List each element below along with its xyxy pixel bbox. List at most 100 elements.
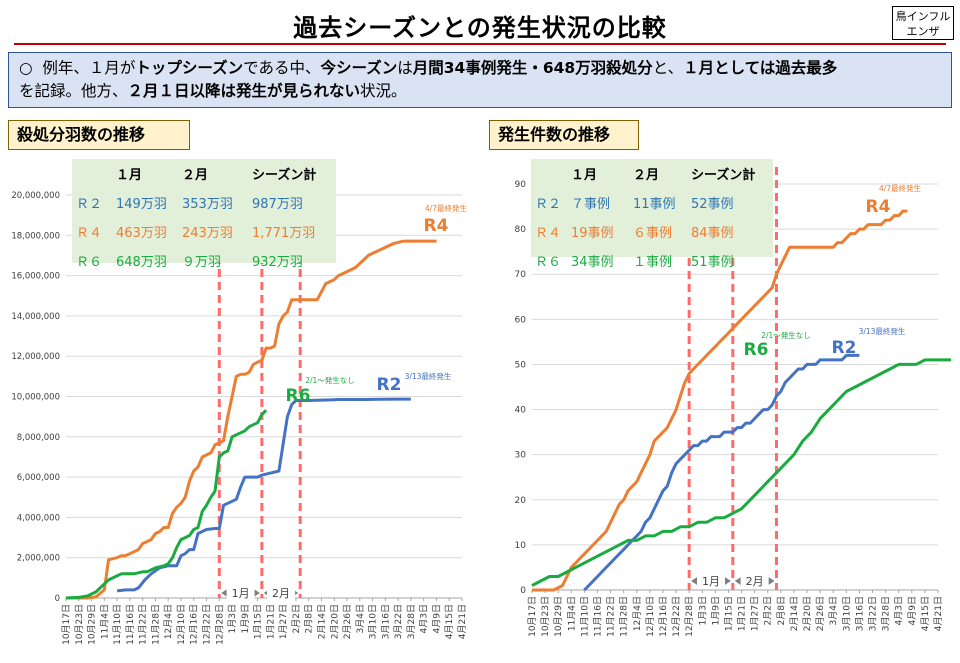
x-tick-label: 12月10日 <box>645 596 656 637</box>
x-tick-label: 3月16日 <box>380 604 391 639</box>
y-tick-label: 80 <box>515 225 527 235</box>
table-header-cell: シーズン計 <box>252 168 317 183</box>
x-tick-label: 11月4日 <box>566 596 577 631</box>
table-header-row: １月 ２月 シーズン計 <box>535 159 769 188</box>
x-tick-label: 11月10日 <box>579 596 590 637</box>
y-tick-label: 0 <box>520 586 526 596</box>
x-tick-label: 12月16日 <box>658 596 669 637</box>
series-label-R4: R4 <box>424 216 449 236</box>
table-cell: 52事例 <box>691 197 734 212</box>
x-tick-label: 2月14日 <box>789 596 800 631</box>
table-header-cell: １月 <box>571 168 598 183</box>
right-section-label: 発生件数の推移 <box>489 120 639 150</box>
page-title: 過去シーズンとの発生状況の比較 <box>293 14 667 42</box>
x-tick-label: 10月17日 <box>61 604 72 645</box>
x-tick-label: 1月21日 <box>737 596 748 631</box>
x-tick-label: 3月4日 <box>355 604 366 633</box>
x-tick-label: 11月22日 <box>606 596 617 637</box>
y-tick-label: 0 <box>55 594 60 604</box>
period-arrowhead <box>691 577 698 585</box>
x-tick-label: 12月10日 <box>176 604 187 645</box>
summary-text-6: 状況。 <box>360 82 407 100</box>
x-tick-label: 3月10日 <box>368 604 379 639</box>
x-tick-label: 10月29日 <box>553 596 564 637</box>
x-tick-label: 3月28日 <box>406 604 417 639</box>
x-tick-label: 2月8日 <box>304 604 315 633</box>
table-cell: 84事例 <box>691 226 734 241</box>
table-cell: ９万羽 <box>182 255 222 270</box>
period-label-bg <box>696 573 725 589</box>
table-cell: 1,771万羽 <box>252 226 316 241</box>
x-tick-label: 10月17日 <box>527 596 538 637</box>
table-header-row: １月 ２月 シーズン計 <box>76 159 332 188</box>
x-tick-label: 3月4日 <box>828 596 839 625</box>
x-tick-label: 11月4日 <box>99 604 110 639</box>
summary-text-3: は <box>397 59 413 77</box>
x-tick-label: 4月15日 <box>444 604 455 639</box>
x-tick-label: 11月28日 <box>619 596 630 637</box>
summary-bold-2: 今シーズン <box>320 59 398 77</box>
series-line-R6 <box>65 409 268 600</box>
x-tick-label: 11月28日 <box>150 604 161 645</box>
x-tick-label: 1月9日 <box>240 604 251 633</box>
x-tick-label: 2月26日 <box>815 596 826 631</box>
x-tick-label: 12月22日 <box>671 596 682 637</box>
period-label: 1月 <box>232 587 250 600</box>
table-cell: ６事例 <box>633 226 673 241</box>
table-cell: 11事例 <box>633 197 676 212</box>
series-note-R6: 2/1～発生なし <box>761 330 811 340</box>
x-tick-label: 2月14日 <box>316 604 327 639</box>
period-label: 2月 <box>746 575 764 588</box>
x-tick-label: 11月16日 <box>125 604 136 645</box>
summary-text-5: を記録。他方、 <box>19 82 128 100</box>
table-cell: 243万羽 <box>182 226 233 241</box>
x-tick-label: 3月22日 <box>393 604 404 639</box>
period-label-bg <box>267 585 296 601</box>
series-label-R6: R6 <box>744 340 769 360</box>
y-tick-label: 18,000,000 <box>11 231 60 241</box>
period-arrowhead <box>221 589 228 597</box>
table-cell: １事例 <box>633 255 673 270</box>
left-section-label: 殺処分羽数の推移 <box>8 120 190 150</box>
y-tick-label: 90 <box>515 180 527 190</box>
table-cell: 932万羽 <box>252 255 303 270</box>
x-tick-label: 10月23日 <box>540 596 551 637</box>
table-cell: 149万羽 <box>116 197 167 212</box>
table-cell: Ｒ６ <box>535 255 562 270</box>
x-tick-label: 11月16日 <box>592 596 603 637</box>
period-arrowhead <box>253 589 260 597</box>
x-tick-label: 12月28日 <box>684 596 695 637</box>
x-tick-label: 12月28日 <box>214 604 225 645</box>
y-tick-label: 50 <box>515 360 527 370</box>
x-tick-label: 1月9日 <box>710 596 721 625</box>
y-tick-label: 12,000,000 <box>11 352 60 362</box>
series-note-R4: 4/7最終発生 <box>425 203 468 213</box>
series-label-R4: R4 <box>866 197 891 217</box>
table-cell: 648万羽 <box>116 255 167 270</box>
x-tick-label: 10月29日 <box>87 604 98 645</box>
table-cell: 51事例 <box>691 255 734 270</box>
left-summary-table: １月 ２月 シーズン計 Ｒ２ 149万羽 353万羽 987万羽 Ｒ４ 463万羽 243万羽 1,… <box>72 159 336 270</box>
y-tick-label: 14,000,000 <box>11 312 60 322</box>
period-arrowhead <box>724 577 731 585</box>
table-cell: 353万羽 <box>182 197 233 212</box>
series-label-R2: R2 <box>832 338 857 358</box>
x-tick-label: 3月16日 <box>854 596 865 631</box>
summary-bold-5: ２月１日以降は発生が見られない <box>127 82 361 100</box>
summary-text-1: 例年、１月が <box>42 59 136 77</box>
x-tick-label: 1月27日 <box>750 596 761 631</box>
y-tick-label: 8,000,000 <box>17 433 60 443</box>
x-tick-label: 11月22日 <box>138 604 149 645</box>
table-cell: 34事例 <box>571 255 614 270</box>
topic-badge: 鳥インフル エンザ <box>892 6 954 40</box>
table-cell: ７事例 <box>571 197 611 212</box>
series-note-R4: 4/7最終発生 <box>879 183 922 193</box>
series-line-R4 <box>66 239 437 600</box>
x-tick-label: 3月22日 <box>868 596 879 631</box>
table-cell: Ｒ２ <box>76 197 103 212</box>
x-tick-label: 4月9日 <box>907 596 918 625</box>
summary-bold-1: トップシーズン <box>135 59 244 77</box>
summary-text-4: と、 <box>652 59 684 77</box>
period-label-bg <box>740 573 769 589</box>
